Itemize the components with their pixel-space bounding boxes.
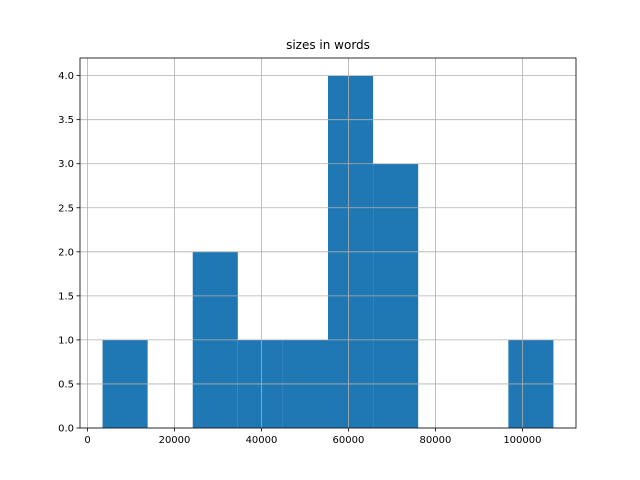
x-tick-label: 100000 xyxy=(503,435,541,446)
y-tick-label: 2.0 xyxy=(58,247,74,258)
y-tick-label: 3.5 xyxy=(58,115,74,126)
x-tick-label: 60000 xyxy=(333,435,365,446)
y-tick-label: 2.5 xyxy=(58,203,74,214)
y-tick-label: 1.5 xyxy=(58,291,74,302)
x-tick-label: 40000 xyxy=(246,435,278,446)
y-tick-label: 0.5 xyxy=(58,379,74,390)
y-tick-label: 4.0 xyxy=(58,71,74,82)
axes-frame xyxy=(79,57,577,429)
x-tick-label: 20000 xyxy=(159,435,191,446)
chart-title: sizes in words xyxy=(286,38,370,52)
x-tick-label: 0 xyxy=(84,435,90,446)
x-tick-label: 80000 xyxy=(420,435,452,446)
y-tick-label: 1.0 xyxy=(58,335,74,346)
y-tick-label: 3.0 xyxy=(58,159,74,170)
y-tick-label: 0.0 xyxy=(58,424,74,435)
